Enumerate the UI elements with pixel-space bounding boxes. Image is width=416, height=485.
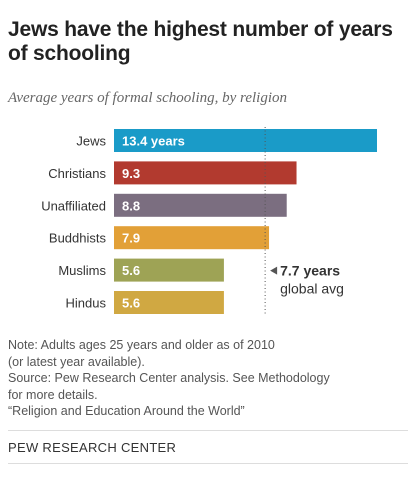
bar-christians — [114, 161, 297, 185]
note-text: Note: Adults ages 25 years and older as … — [8, 338, 275, 369]
category-label-jews: Jews — [76, 134, 106, 149]
value-label-unaffiliated: 8.8 — [122, 198, 140, 213]
source-text: Source: Pew Research Center analysis. Se… — [8, 371, 330, 402]
footer-divider — [8, 430, 408, 431]
bar-hindus — [114, 291, 224, 314]
average-caption-label: global avg — [280, 281, 344, 297]
bar-buddhists — [114, 226, 270, 250]
value-label-buddhists: 7.9 — [122, 231, 140, 246]
value-label-christians: 9.3 — [122, 166, 140, 181]
chart-notes: Note: Adults ages 25 years and older as … — [8, 337, 388, 420]
average-pointer-icon — [270, 266, 278, 275]
category-label-buddhists: Buddhists — [49, 231, 107, 246]
bar-muslims — [114, 258, 224, 282]
bar-jews — [114, 129, 377, 152]
chart-subtitle: Average years of formal schooling, by re… — [8, 90, 287, 106]
bar-chart: Jews 13.4 years Christians 9.3 Unaffiliated 8… — [41, 127, 377, 316]
value-label-jews: 13.4 years — [122, 134, 185, 149]
brand-name: PEW RESEARCH CENTER — [8, 440, 177, 455]
average-value-label: 7.7 years — [280, 263, 340, 279]
report-title: “Religion and Education Around the World… — [8, 404, 245, 418]
value-label-muslims: 5.6 — [122, 263, 140, 278]
value-label-hindus: 5.6 — [122, 296, 140, 311]
bar-unaffiliated — [114, 193, 287, 217]
category-label-hindus: Hindus — [66, 296, 107, 311]
category-label-christians: Christians — [48, 166, 106, 181]
chart-title: Jews have the highest number of years of… — [8, 18, 393, 65]
category-label-muslims: Muslims — [58, 263, 106, 278]
category-label-unaffiliated: Unaffiliated — [41, 198, 106, 213]
bottom-divider — [8, 463, 408, 464]
